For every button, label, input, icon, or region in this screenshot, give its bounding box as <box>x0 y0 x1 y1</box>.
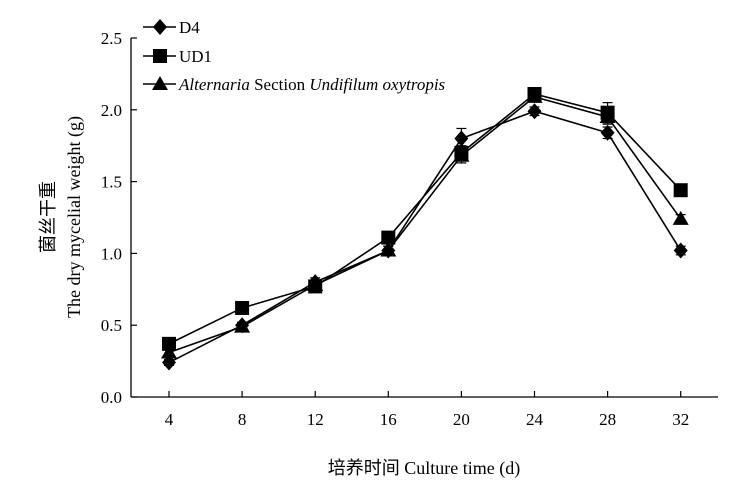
y-tick-label: 1.5 <box>101 173 122 192</box>
series-line-ud1 <box>168 93 682 345</box>
data-point-diamond <box>454 130 469 147</box>
legend-label-alternaria-section: Section <box>250 75 310 94</box>
x-tick-label: 24 <box>526 410 544 429</box>
x-tick-label: 28 <box>599 410 616 429</box>
legend-label-alternaria-species: Undifilum oxytropis <box>309 75 445 94</box>
data-point-diamond <box>162 354 176 371</box>
legend-item-ud1: UD1 <box>143 47 212 66</box>
series-layer <box>161 87 689 371</box>
data-point-triangle <box>453 147 470 162</box>
x-tick-label: 12 <box>307 410 324 429</box>
y-axis-title-en: The dry mycelial weight (g) <box>64 116 85 318</box>
legend: D4 UD1 Alternaria Section Undifilum oxyt… <box>143 18 446 94</box>
plot-area: 0.0 0.5 1.0 1.5 2.0 2.5 4 8 12 16 20 24 28 32 <box>101 29 718 429</box>
data-point-square <box>235 300 250 315</box>
y-tick-label: 2.0 <box>101 101 122 120</box>
legend-marker-square <box>153 49 167 63</box>
data-point-diamond <box>600 124 615 141</box>
data-point-square <box>381 230 396 245</box>
data-point-triangle <box>672 210 689 225</box>
y-tick-label: 0.0 <box>101 388 122 407</box>
series-line-alternaria <box>168 95 682 354</box>
x-axis-title: 培养时间 Culture time (d) <box>328 458 520 479</box>
data-point-diamond <box>673 242 688 259</box>
data-point-square <box>673 183 688 198</box>
y-tick-label: 2.5 <box>101 29 122 48</box>
x-ticks: 4 8 12 16 20 24 28 32 <box>165 391 689 429</box>
x-tick-label: 20 <box>453 410 470 429</box>
data-point-triangle <box>599 108 616 123</box>
legend-marker-triangle <box>152 76 168 90</box>
x-tick-label: 32 <box>672 410 689 429</box>
y-axis-title: 菌丝干重 The dry mycelial weight (g) <box>38 116 85 318</box>
data-point-triangle <box>161 344 177 359</box>
y-ticks: 0.0 0.5 1.0 1.5 2.0 2.5 <box>101 29 137 407</box>
data-point-square <box>162 336 176 351</box>
x-tick-label: 8 <box>238 410 247 429</box>
x-tick-label: 16 <box>380 410 397 429</box>
legend-marker-diamond <box>153 19 167 35</box>
legend-label-ud1: UD1 <box>179 47 212 66</box>
data-point-diamond <box>527 103 542 120</box>
legend-label-alternaria-genus: Alternaria <box>178 75 250 94</box>
y-tick-label: 0.5 <box>101 316 122 335</box>
y-tick-label: 1.0 <box>101 244 122 263</box>
data-point-triangle <box>380 242 397 257</box>
legend-label-alternaria: Alternaria Section Undifilum oxytropis <box>178 75 446 94</box>
legend-label-d4: D4 <box>179 18 200 37</box>
y-axis-title-cn: 菌丝干重 <box>38 181 58 253</box>
legend-item-d4: D4 <box>143 18 200 37</box>
data-point-triangle <box>526 88 543 103</box>
data-point-triangle <box>307 276 324 291</box>
data-point-triangle <box>234 318 251 333</box>
x-tick-label: 4 <box>165 410 174 429</box>
series-alternaria <box>161 88 689 359</box>
legend-item-alternaria: Alternaria Section Undifilum oxytropis <box>143 75 446 94</box>
